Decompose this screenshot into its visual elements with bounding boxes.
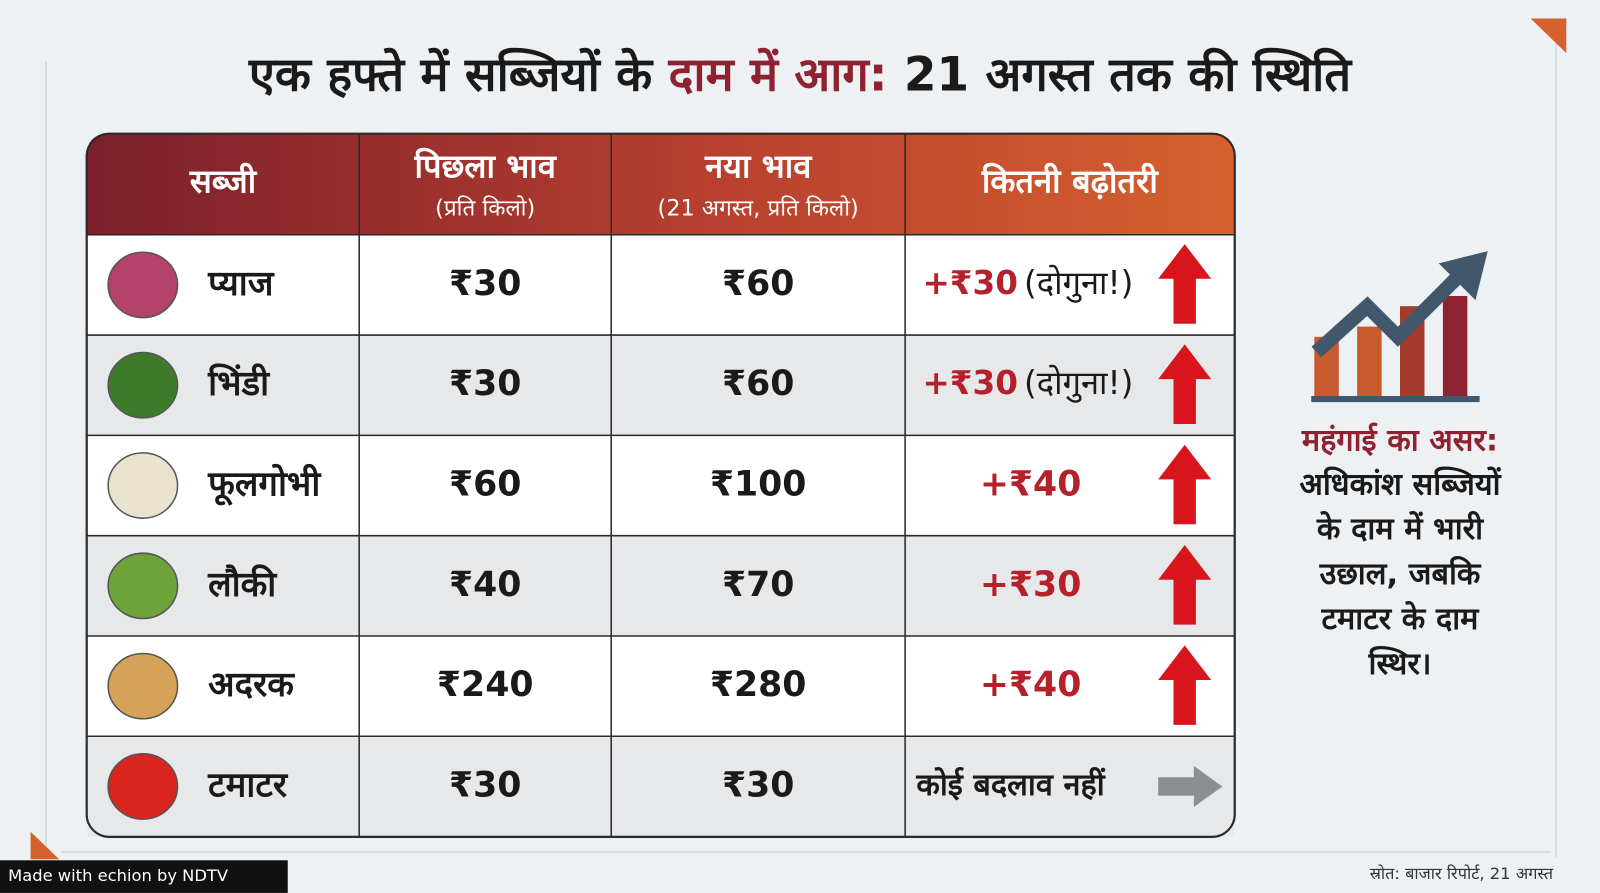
side-line: स्थिर। [1368,646,1432,682]
vegetable-icon [107,251,179,319]
vegetable-icon [107,552,179,620]
table: सब्जी पिछला भाव (प्रति किलो) नया भाव (21 अगस… [85,132,1236,838]
vegetable-name: भिंडी [207,363,271,404]
row-bg [87,335,1234,436]
side-line: के दाम में भारी [1316,511,1484,547]
row-bg [87,234,1234,336]
header-label: नया भाव [704,147,813,185]
row-bg [87,736,1234,836]
increase: +₹40 [980,665,1081,705]
increase-amount: +₹30 [922,264,1017,302]
table-border [85,132,1236,838]
icon-trend [1311,270,1465,358]
increase-amount: +₹30 [922,364,1017,402]
increase: +₹30 [980,565,1081,605]
side-line: उछाल, जबकि [1319,556,1482,592]
header-label: सब्जी [189,163,258,201]
new-price: ₹70 [722,565,794,605]
increase-note: (दोगुना!) [1024,264,1133,303]
up-arrow [1158,444,1212,525]
vegetable-name: प्याज [207,264,275,304]
previous-price: ₹40 [449,565,521,605]
icon-arrowhead [1438,251,1488,301]
icon-base [1311,395,1480,403]
row-bg [87,635,1234,737]
new-price: ₹280 [710,665,807,705]
vegetable-name: अदरक [208,665,295,705]
previous-price: ₹30 [449,264,521,304]
corner-accent [1530,18,1567,54]
vegetable-name: फूलगोभी [207,464,322,507]
increase: +₹40 [980,465,1081,505]
icon-bar [1357,326,1382,396]
header-sub: (21 अगस्त, प्रति किलो) [657,195,858,222]
previous-price: ₹30 [449,765,521,805]
up-arrow [1158,344,1212,424]
new-price: ₹60 [722,364,794,404]
title: एक हफ्ते में सब्जियों के दाम में आग: 21 … [248,47,1353,102]
side-line: अधिकांश सब्जियों [1299,466,1501,502]
vegetable-icon [107,652,179,720]
title-part: एक हफ्ते में सब्जियों के [248,47,654,102]
new-price: ₹30 [722,765,794,805]
row-bg [87,535,1234,636]
new-price: ₹100 [710,465,807,505]
title-highlight: दाम में आग: [668,47,888,102]
frame [44,30,1558,858]
watermark: Made with echion by NDTV [8,866,229,885]
vegetable-icon [107,753,179,820]
header-sub: (प्रति किलो) [435,195,535,222]
increase: कोई बदलाव नहीं [915,767,1105,803]
vegetable-name: टमाटर [207,765,289,805]
up-arrow [1158,545,1212,625]
header-label: कितनी बढ़ोतरी [981,163,1159,201]
icon-bar [1442,295,1468,396]
title-part: 21 अगस्त तक की स्थिति [904,47,1353,102]
source: स्रोत: बाजार रिपोर्ट, 21 अगस्त [1370,864,1554,883]
increase: +₹30 (दोगुना!) [922,264,1133,303]
previous-price: ₹60 [449,465,521,505]
row-bg [87,435,1234,536]
increase: +₹30 (दोगुना!) [922,364,1133,403]
side-panel: महंगाई का असर: अधिकांश सब्जियों के दाम मे… [1299,251,1502,682]
vegetable-icon [107,452,179,519]
side-heading: महंगाई का असर: [1301,422,1498,458]
up-arrow [1158,645,1212,725]
side-line: टमाटर के दाम [1321,601,1481,637]
header-label: पिछला भाव [414,147,558,185]
previous-price: ₹240 [437,665,534,705]
vegetable-icon [107,351,179,419]
flat-arrow [1158,766,1223,807]
table-header-bg [86,133,1235,235]
up-arrow [1158,244,1212,324]
watermark-bg [0,860,288,893]
vegetable-name: लौकी [207,564,278,605]
new-price: ₹60 [722,264,794,304]
increase-note: (दोगुना!) [1024,364,1133,403]
previous-price: ₹30 [449,364,521,404]
